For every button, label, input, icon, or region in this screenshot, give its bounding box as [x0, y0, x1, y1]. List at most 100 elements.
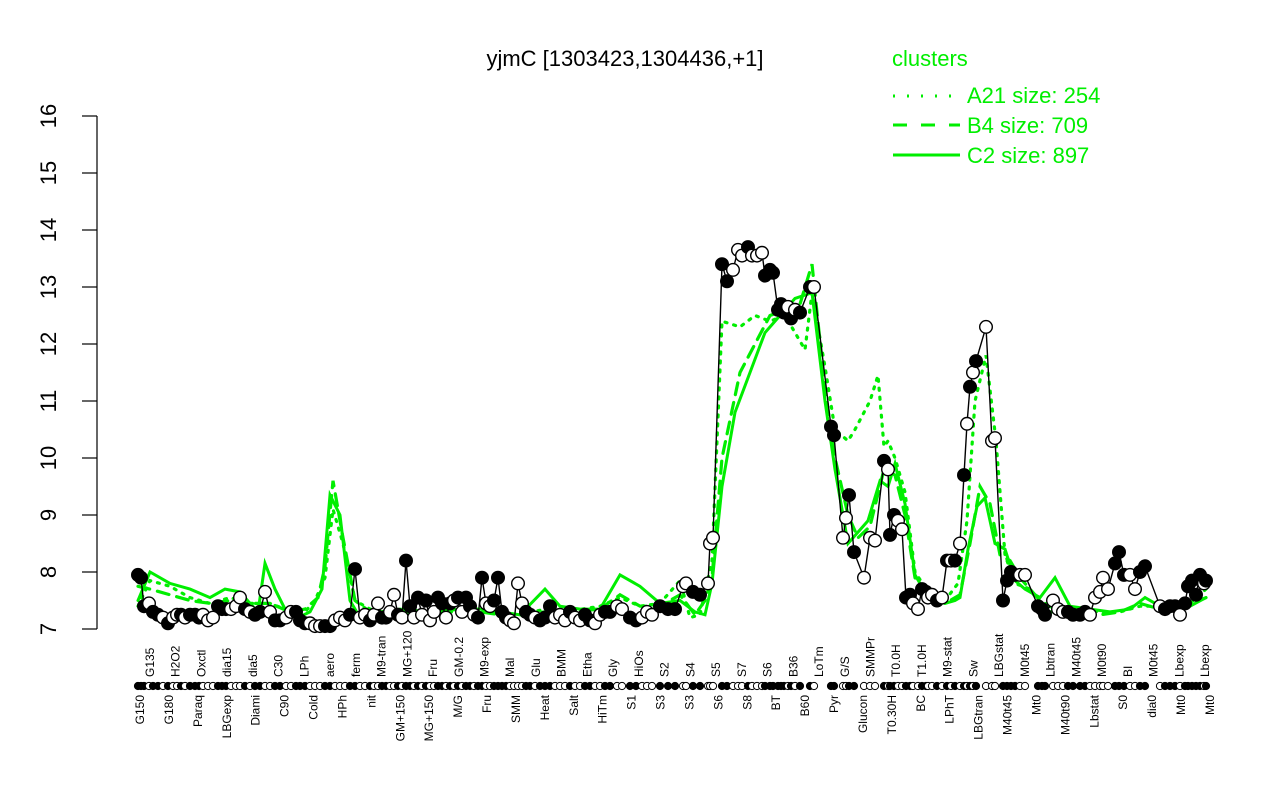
data-point: [1111, 545, 1126, 560]
x-tick-label-top: Mal: [503, 658, 517, 677]
legend: clusters A21 size: 254 B4 size: 709 C2 s…: [892, 46, 1100, 168]
x-tick-label-top: MG+120: [400, 630, 414, 677]
x-tick-label-top: dia15: [220, 647, 234, 677]
x-tick-label-bottom: Salt: [567, 694, 581, 715]
x-tick-label-bottom: Paraq: [191, 695, 205, 727]
data-point: [988, 431, 1003, 446]
expression-series: [130, 240, 1213, 634]
x-tick-label-bottom: S8: [740, 695, 754, 710]
x-tick-label-top: GM-0.2: [452, 637, 466, 677]
x-rug-marker: [1040, 681, 1050, 691]
x-tick-label-top: S2: [658, 662, 672, 677]
data-point: [1172, 607, 1187, 622]
data-point: [966, 365, 981, 380]
x-tick-label-bottom: B60: [798, 695, 812, 717]
y-tick-label: 12: [36, 332, 61, 356]
data-point: [491, 570, 506, 585]
x-rug-marker: [1068, 681, 1078, 691]
data-point: [963, 379, 978, 394]
data-point: [258, 584, 273, 599]
data-point: [847, 545, 862, 560]
x-rug-marker: [849, 681, 859, 691]
data-point: [471, 610, 486, 625]
x-tick-label-top: T1.0H: [915, 644, 929, 677]
x-rug-marker: [971, 681, 981, 691]
data-point: [1188, 587, 1203, 602]
x-rug-marker: [681, 681, 691, 691]
x-rug-marker: [655, 681, 665, 691]
x-tick-label-bottom: M40t90: [1058, 695, 1072, 735]
x-rug-marker: [670, 681, 680, 691]
data-point: [881, 462, 896, 477]
data-point: [1037, 607, 1052, 622]
y-tick-label: 16: [36, 104, 61, 128]
x-tick-label-top: M9-exp: [478, 637, 492, 677]
x-tick-label-top: Oxctl: [194, 650, 208, 677]
cluster-line-c2: [136, 290, 1208, 620]
x-tick-label-bottom: Mt0: [1029, 695, 1043, 715]
data-point: [232, 590, 247, 605]
x-tick-label-top: BI: [1121, 666, 1135, 677]
data-point: [911, 602, 926, 617]
x-tick-label-bottom: Mt0: [1203, 695, 1217, 715]
data-point: [883, 527, 898, 542]
data-point: [1018, 567, 1033, 582]
x-rug-marker: [829, 681, 839, 691]
x-tick-label-top: Glu: [529, 658, 543, 677]
data-point: [1095, 570, 1110, 585]
x-tick-label-top: HiOs: [632, 650, 646, 677]
x-rug-marker: [605, 681, 615, 691]
cluster-line-b4: [136, 263, 1208, 618]
x-tick-label-bottom: GM+150: [393, 695, 407, 742]
x-tick-label-bottom: LBGtran: [972, 695, 986, 740]
x-tick-label-top: T0.0H: [889, 644, 903, 677]
x-rug-marker: [695, 681, 705, 691]
x-rug-marker: [708, 681, 718, 691]
x-tick-label-bottom: Fru: [480, 695, 494, 713]
y-tick-label: 15: [36, 161, 61, 185]
y-tick-label: 9: [36, 509, 61, 521]
x-rug-marker: [1201, 681, 1211, 691]
data-point: [133, 570, 148, 585]
x-tick-label-bottom: HPh: [335, 695, 349, 718]
x-tick-label-top: aero: [323, 653, 337, 677]
x-tick-label-top: LPh: [297, 656, 311, 677]
x-tick-label-top: BMM: [555, 649, 569, 677]
y-tick-label: 10: [36, 446, 61, 470]
data-point: [839, 510, 854, 525]
legend-entry-b4: B4 size: 709: [967, 113, 1088, 138]
cluster-line-a21: [136, 292, 1208, 620]
x-tick-label-bottom: T0.30H: [885, 695, 899, 734]
y-tick-label: 11: [36, 390, 61, 413]
x-tick-label-top: M40t45: [1069, 637, 1083, 677]
data-point: [1127, 582, 1142, 597]
x-tick-label-top: G135: [143, 647, 157, 677]
x-tick-label-bottom: S3: [682, 695, 696, 710]
x-tick-label-top: C30: [272, 655, 286, 677]
x-tick-label-top: Etha: [580, 652, 594, 677]
legend-entry-a21: A21 size: 254: [967, 83, 1100, 108]
x-tick-label-bottom: BC: [914, 695, 928, 712]
x-tick-label-bottom: LPhT: [943, 694, 957, 723]
x-tick-label-top: Lbexp: [1198, 644, 1212, 677]
y-axis: 7 8 9 10 11 12 13 14 15 16: [36, 104, 98, 635]
x-tick-label-top: M9-stat: [941, 636, 955, 677]
x-tick-label-top: M0t90: [1095, 643, 1109, 677]
data-point: [857, 570, 872, 585]
x-tick-label-top: LBGstat: [992, 633, 1006, 677]
y-tick-label: 13: [36, 275, 61, 299]
x-tick-label-bottom: Cold: [307, 695, 321, 720]
x-tick-label-bottom: Heat: [538, 694, 552, 720]
legend-title: clusters: [892, 46, 968, 71]
y-tick-label: 7: [36, 623, 61, 635]
y-tick-label: 8: [36, 566, 61, 578]
x-tick-label-bottom: Glucon: [856, 695, 870, 733]
x-rug-marker: [688, 681, 698, 691]
data-point: [953, 536, 968, 551]
x-rug-marker: [647, 681, 657, 691]
x-tick-label-bottom: S0: [1116, 695, 1130, 710]
x-rug-marker: [809, 681, 819, 691]
data-point: [348, 562, 363, 577]
data-point: [543, 599, 558, 614]
